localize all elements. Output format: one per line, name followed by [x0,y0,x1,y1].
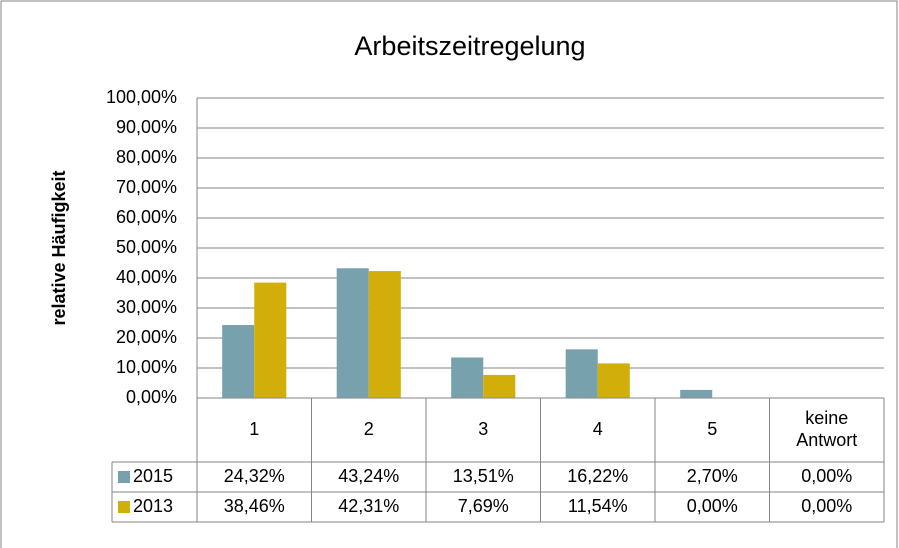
bar [254,282,287,398]
y-tick-label: 10,00% [116,357,177,377]
data-table-value: 42,31% [338,496,399,516]
y-tick-label: 30,00% [116,297,177,317]
data-table-value: 0,00% [801,496,852,516]
chart-title: Arbeitszeitregelung [354,31,585,61]
bar [222,325,255,398]
data-table-value: 24,32% [224,466,285,486]
y-axis-label: relative Häufigkeit [49,170,69,325]
y-tick-label: 40,00% [116,267,177,287]
data-table-value: 0,00% [687,496,738,516]
y-tick-label: 90,00% [116,117,177,137]
y-tick-label: 100,00% [106,87,177,107]
data-table-value: 16,22% [567,466,628,486]
bar [451,357,484,398]
data-table-value: 11,54% [568,496,628,516]
bar [565,349,598,398]
y-tick-label: 20,00% [116,327,177,347]
x-tick-label: 5 [707,419,717,439]
y-tick-label: 0,00% [126,387,177,407]
legend-key [118,501,130,513]
y-tick-label: 50,00% [116,237,177,257]
data-table-value: 13,51% [453,466,514,486]
data-table-value: 7,69% [458,496,509,516]
y-tick-label: 60,00% [116,207,177,227]
bar [368,271,401,398]
bar [597,363,630,398]
x-tick-label: 2 [364,419,374,439]
data-table-value: 43,24% [338,466,399,486]
x-tick-label: 4 [593,419,603,439]
x-tick-label: 3 [478,419,488,439]
legend-key [118,471,130,483]
legend-label: 2015 [133,466,173,486]
data-table-value: 0,00% [801,466,852,486]
bar [483,374,516,398]
x-tick-label: keine Antwort [796,408,857,450]
data-table-value: 2,70% [687,466,738,486]
y-tick-label: 70,00% [116,177,177,197]
data-table-value: 38,46% [224,496,285,516]
y-tick-label: 80,00% [116,147,177,167]
x-tick-label: 1 [249,419,259,439]
bar [680,389,713,398]
legend-label: 2013 [133,496,173,516]
bar [336,268,369,398]
